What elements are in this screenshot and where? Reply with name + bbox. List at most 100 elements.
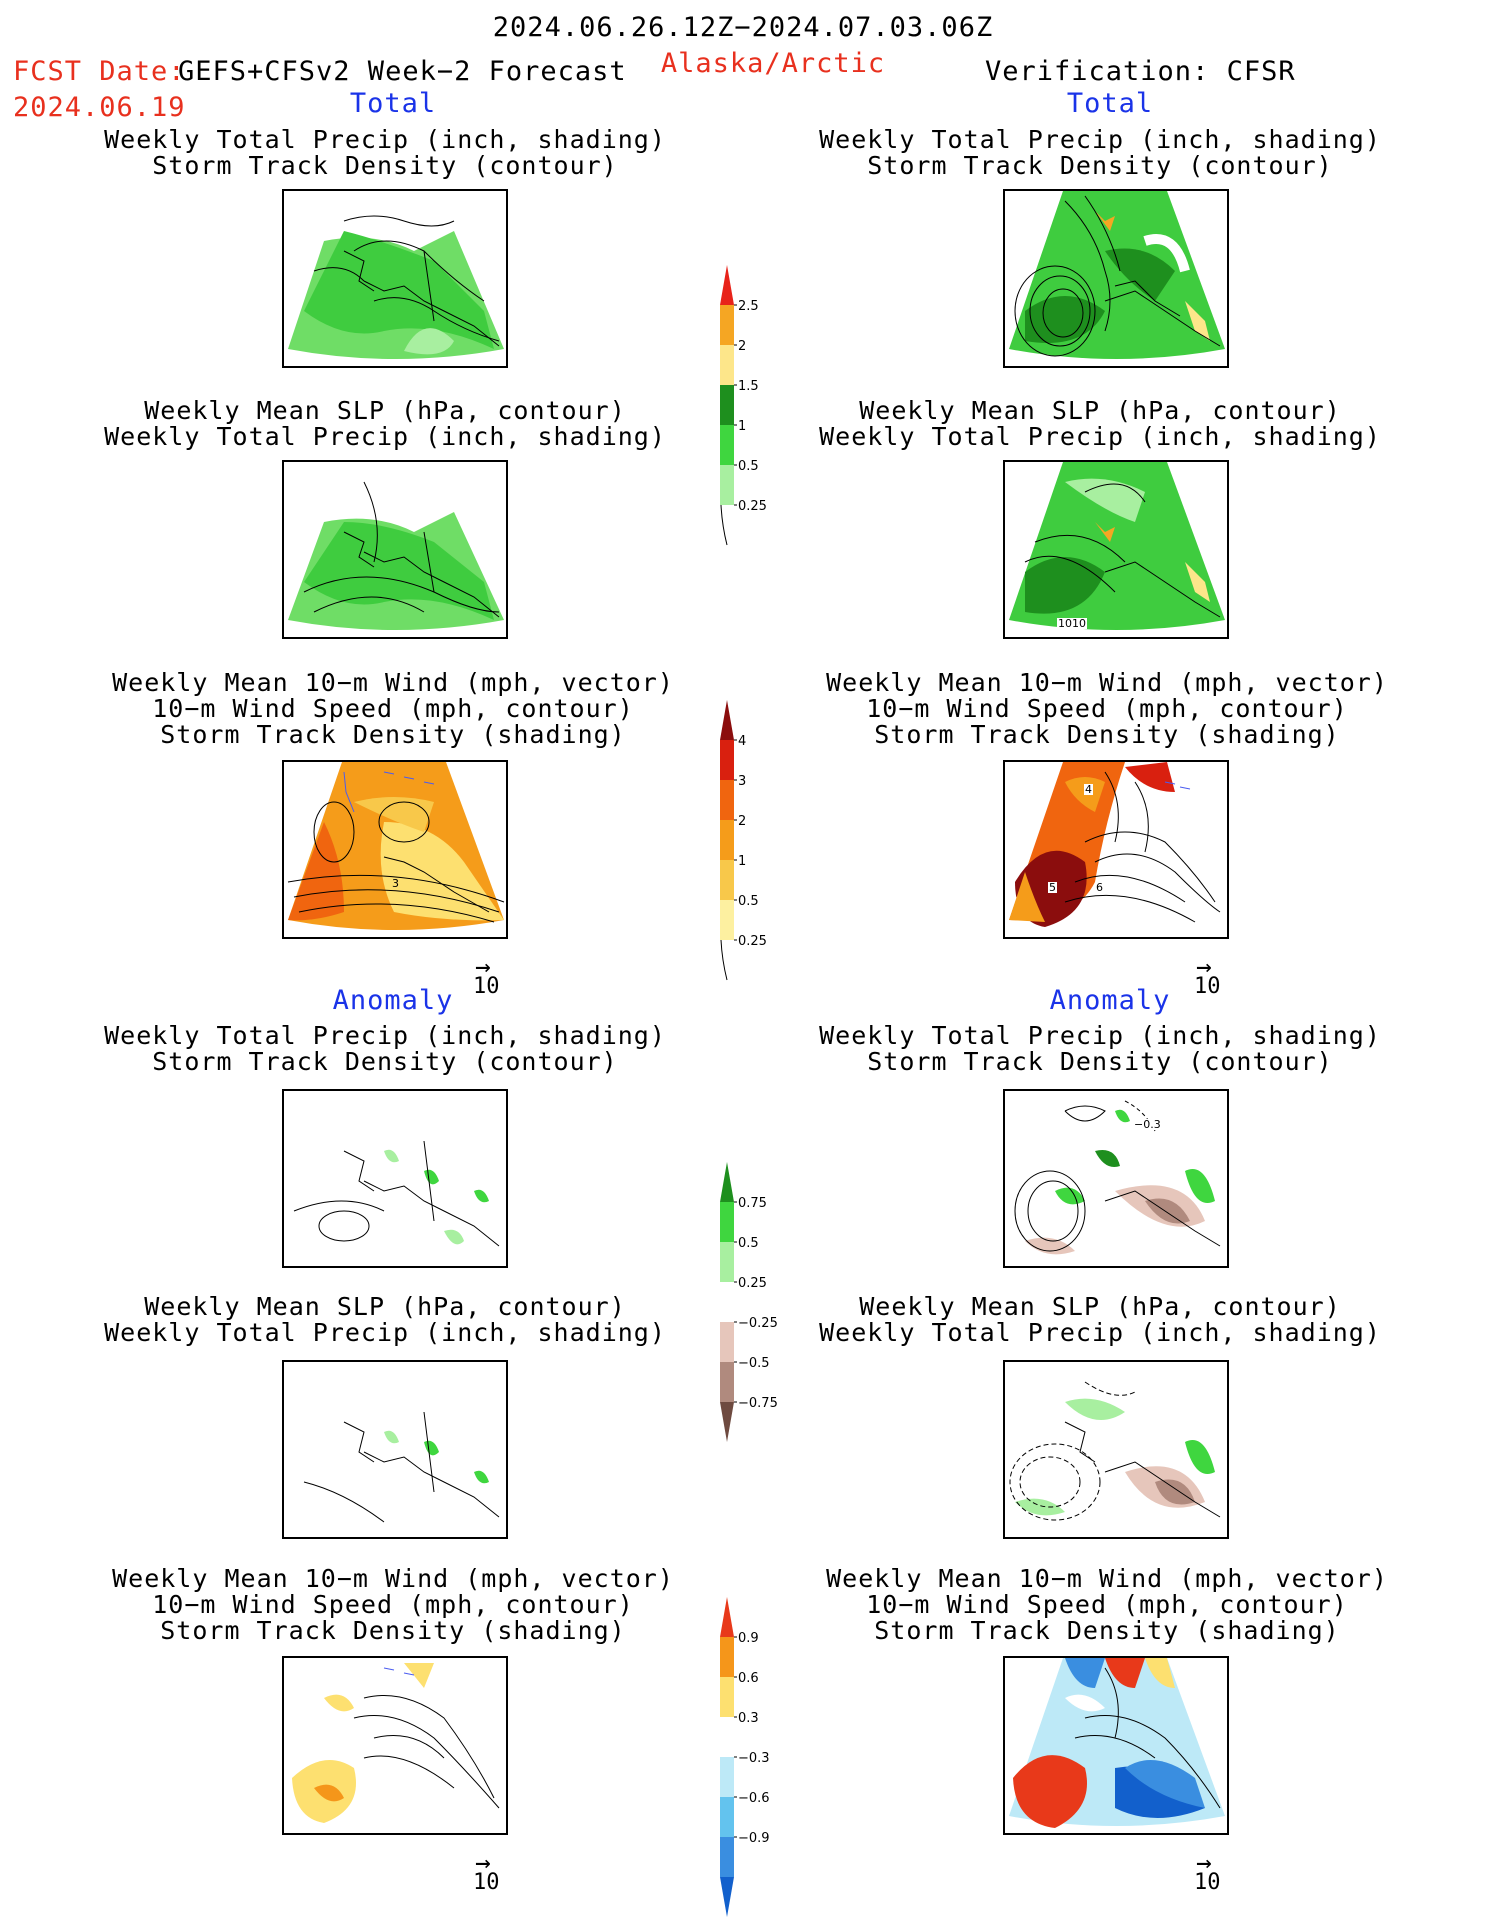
verification-label: Verification: CFSR xyxy=(985,56,1296,87)
colorbar-swatch xyxy=(720,1877,734,1917)
colorbar-swatch xyxy=(720,1757,734,1797)
colorbar-label: 0.25 xyxy=(738,1276,767,1291)
colorbar-swatch xyxy=(720,820,734,860)
map-anom-wind-cfsr xyxy=(1003,1656,1229,1835)
title-r1-line2: Storm Track Density (contour) xyxy=(867,151,1333,180)
colorbar-total-track-density: 4 3 2 1 0.5 0.25 xyxy=(720,700,790,984)
vector-reference-r3: → 10 xyxy=(1186,952,1246,999)
colorbar-label: 0.9 xyxy=(738,1631,759,1646)
colorbar-svg: 2.5 2 1.5 1 0.5 0.25 xyxy=(720,265,767,546)
fcst-date-label: FCST Date: xyxy=(13,56,186,87)
map-total-wind-gefs: 3 xyxy=(282,760,508,939)
colorbar-label: −0.9 xyxy=(738,1831,770,1846)
track-label-4: 4 xyxy=(1084,783,1093,796)
map-total-slp-precip-gefs xyxy=(282,460,508,639)
arrow-right-icon: → xyxy=(475,1848,491,1878)
section-anomaly-right: Anomaly xyxy=(1049,985,1171,1016)
title-r2-line2: Weekly Total Precip (inch, shading) xyxy=(819,422,1381,451)
colorbar-label: −0.5 xyxy=(738,1356,770,1371)
colorbar-swatch xyxy=(720,345,734,385)
slp-contour-label: 1010 xyxy=(1057,617,1087,630)
colorbar-swatch xyxy=(720,305,734,345)
colorbar-label: 3 xyxy=(738,774,746,789)
colorbar-label: 0.5 xyxy=(738,1236,759,1251)
arrow-right-icon: → xyxy=(1196,952,1212,982)
vector-reference-value: 10 xyxy=(473,974,500,999)
colorbar-swatch xyxy=(720,385,734,425)
track-label-5: 5 xyxy=(1048,881,1057,894)
region-label: Alaska/Arctic xyxy=(660,48,886,79)
colorbar-label: 1.5 xyxy=(738,379,759,394)
title-l4-line1: Weekly Total Precip (inch, shading) xyxy=(104,1021,666,1050)
colorbar-swatch xyxy=(720,1242,734,1282)
colorbar-swatch xyxy=(720,1322,734,1362)
model-name: GEFS+CFSv2 Week−2 Forecast xyxy=(178,56,627,87)
arrow-right-icon: → xyxy=(475,952,491,982)
colorbar-swatch xyxy=(720,1677,734,1717)
title-l5-line1: Weekly Mean SLP (hPa, contour) xyxy=(144,1292,626,1321)
title-r6-line1: Weekly Mean 10−m Wind (mph, vector) xyxy=(826,1564,1388,1593)
title-l6-line3: Storm Track Density (shading) xyxy=(160,1616,626,1645)
map-total-wind-cfsr: 4 5 6 xyxy=(1003,760,1229,939)
title-r1-line1: Weekly Total Precip (inch, shading) xyxy=(819,125,1381,154)
title-r5-line2: Weekly Total Precip (inch, shading) xyxy=(819,1318,1381,1347)
colorbar-label: 2 xyxy=(738,339,746,354)
title-l1-line1: Weekly Total Precip (inch, shading) xyxy=(104,125,666,154)
title-r4-line2: Storm Track Density (contour) xyxy=(867,1047,1333,1076)
colorbar-label: 4 xyxy=(738,734,746,749)
colorbar-label: 1 xyxy=(738,419,746,434)
colorbar-swatch xyxy=(720,1282,734,1322)
title-l1-line2: Storm Track Density (contour) xyxy=(152,151,618,180)
colorbar-swatch xyxy=(720,740,734,780)
colorbar-swatch xyxy=(720,900,734,940)
colorbar-anomaly-track-density: 0.9 0.6 0.3 −0.3 −0.6 −0.9 xyxy=(720,1597,790,1921)
title-l2-line2: Weekly Total Precip (inch, shading) xyxy=(104,422,666,451)
colorbar-label: 2 xyxy=(738,814,746,829)
colorbar-label: 2.5 xyxy=(738,299,759,314)
colorbar-tail xyxy=(720,504,728,546)
colorbar-label: 0.25 xyxy=(738,934,767,949)
title-l6-line2: 10−m Wind Speed (mph, contour) xyxy=(152,1590,634,1619)
title-l4-line2: Storm Track Density (contour) xyxy=(152,1047,618,1076)
vector-reference-l6: → 10 xyxy=(465,1848,525,1895)
title-l3-line1: Weekly Mean 10−m Wind (mph, vector) xyxy=(112,668,674,697)
svg-text:3: 3 xyxy=(392,877,399,890)
colorbar-label: −0.75 xyxy=(738,1396,778,1411)
colorbar-svg: 4 3 2 1 0.5 0.25 xyxy=(720,700,767,981)
title-r3-line1: Weekly Mean 10−m Wind (mph, vector) xyxy=(826,668,1388,697)
colorbar-label: 0.5 xyxy=(738,894,759,909)
title-r2-line1: Weekly Mean SLP (hPa, contour) xyxy=(859,396,1341,425)
vector-reference-value: 10 xyxy=(1194,974,1221,999)
colorbar-total-precip: 2.5 2 1.5 1 0.5 0.25 xyxy=(720,265,790,549)
colorbar-swatch xyxy=(720,780,734,820)
title-l5-line2: Weekly Total Precip (inch, shading) xyxy=(104,1318,666,1347)
section-total-right: Total xyxy=(1066,88,1154,119)
arrow-right-icon: → xyxy=(1196,1848,1212,1878)
colorbar-swatch xyxy=(720,860,734,900)
map-total-precip-track-gefs xyxy=(282,189,508,368)
colorbar-swatch xyxy=(720,1162,734,1202)
title-r6-line2: 10−m Wind Speed (mph, contour) xyxy=(866,1590,1348,1619)
colorbar-swatch xyxy=(720,1362,734,1402)
colorbar-swatch xyxy=(720,1202,734,1242)
colorbar-swatch xyxy=(720,1837,734,1877)
colorbar-label: −0.3 xyxy=(738,1751,770,1766)
title-l3-line2: 10−m Wind Speed (mph, contour) xyxy=(152,694,634,723)
title-r4-line1: Weekly Total Precip (inch, shading) xyxy=(819,1021,1381,1050)
colorbar-label: 0.5 xyxy=(738,459,759,474)
colorbar-swatch xyxy=(720,425,734,465)
title-r5-line1: Weekly Mean SLP (hPa, contour) xyxy=(859,1292,1341,1321)
map-anom-precip-track-cfsr: −0.3 xyxy=(1003,1089,1229,1268)
colorbar-label: −0.25 xyxy=(738,1316,778,1331)
map-total-slp-precip-cfsr: 1010 xyxy=(1003,460,1229,639)
section-total-left: Total xyxy=(349,88,437,119)
map-anom-precip-track-gefs xyxy=(282,1089,508,1268)
map-total-precip-track-cfsr xyxy=(1003,189,1229,368)
title-r6-line3: Storm Track Density (shading) xyxy=(874,1616,1340,1645)
title-l3-line3: Storm Track Density (shading) xyxy=(160,720,626,749)
vector-reference-value: 10 xyxy=(1194,1870,1221,1895)
vector-reference-l3: → 10 xyxy=(465,952,525,999)
colorbar-swatch xyxy=(720,465,734,505)
title-l6-line1: Weekly Mean 10−m Wind (mph, vector) xyxy=(112,1564,674,1593)
section-anomaly-left: Anomaly xyxy=(332,985,454,1016)
